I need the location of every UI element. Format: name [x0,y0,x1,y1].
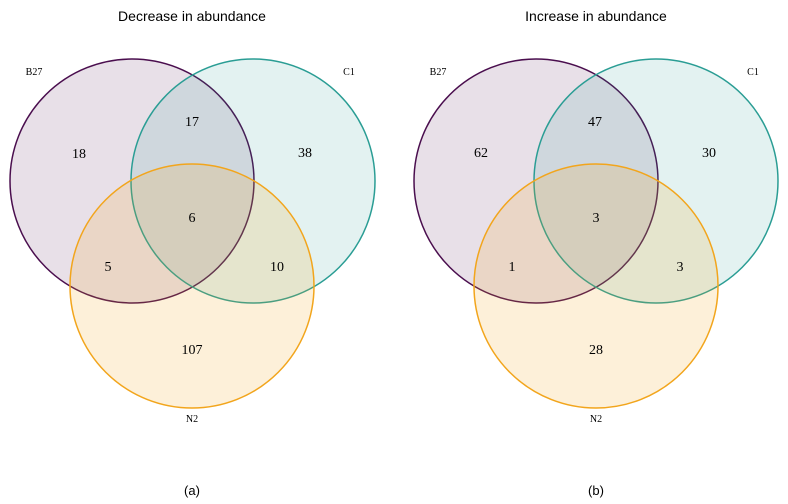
b27-only-count: 18 [72,147,86,162]
c1-set-label: C1 [747,67,759,78]
panel-a-caption: (a) [184,483,200,498]
b27-set-label: B27 [26,67,43,78]
panel-a-title: Decrease in abundance [118,8,266,24]
panel-b-caption: (b) [588,483,604,498]
n2-set-label: N2 [186,414,198,425]
b27-c1-n2-count: 3 [593,211,600,226]
b27-c1-count: 47 [588,115,602,130]
b27-n2-count: 1 [509,260,516,275]
b27-only-count: 62 [474,146,488,161]
panel-a: Decrease in abundance B27 C1 N2 18 17 38… [9,8,376,498]
c1-only-count: 38 [298,146,312,161]
n2-circle [69,163,315,409]
c1-n2-count: 3 [677,260,684,275]
n2-only-count: 28 [589,343,603,358]
c1-set-label: C1 [343,67,355,78]
c1-n2-count: 10 [270,260,284,275]
b27-c1-n2-count: 6 [189,211,196,226]
b27-c1-count: 17 [185,115,199,130]
c1-only-count: 30 [702,146,716,161]
b27-n2-count: 5 [105,260,112,275]
panel-b-title: Increase in abundance [525,8,667,24]
b27-set-label: B27 [430,67,447,78]
panel-b: Increase in abundance B27 C1 N2 62 47 30… [413,8,779,498]
n2-set-label: N2 [590,414,602,425]
n2-only-count: 107 [182,343,203,358]
n2-circle [473,163,719,409]
